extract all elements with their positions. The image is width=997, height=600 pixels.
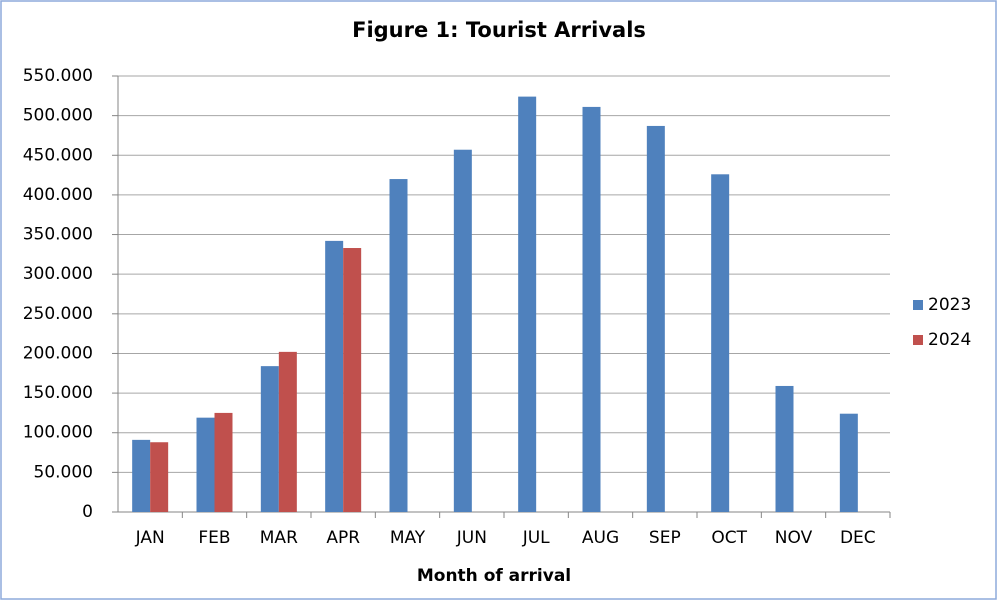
legend-label: 2023 (928, 295, 971, 315)
x-tick-label: MAY (390, 528, 426, 548)
x-tick-label: DEC (840, 528, 876, 548)
bar (518, 96, 537, 513)
bar (646, 125, 665, 512)
x-tick-label: MAR (260, 528, 298, 548)
x-tick-label: APR (326, 528, 360, 548)
bar (711, 174, 730, 512)
x-axis-label: Month of arrival (417, 566, 571, 586)
x-tick-label: AUG (582, 528, 619, 548)
bar (839, 413, 858, 512)
y-tick-label: 400.000 (23, 185, 93, 205)
bar (453, 149, 472, 512)
x-tick-label: JUL (522, 528, 550, 548)
y-tick-label: 50.000 (34, 462, 93, 482)
y-tick-label: 200.000 (23, 343, 93, 363)
y-tick-label: 250.000 (23, 304, 93, 324)
y-tick-label: 550.000 (23, 66, 93, 86)
y-tick-label: 0 (82, 502, 93, 522)
x-tick-label: JAN (135, 528, 165, 548)
bar (389, 179, 408, 512)
x-tick-label: JUN (456, 528, 487, 548)
x-tick-label: FEB (198, 528, 230, 548)
bar (150, 442, 169, 512)
bar (343, 248, 362, 512)
bar (775, 385, 794, 512)
bar (582, 106, 601, 512)
y-tick-label: 300.000 (23, 264, 93, 284)
bar (132, 439, 151, 512)
x-tick-label: SEP (649, 528, 681, 548)
bar (196, 417, 215, 512)
x-tick-label: OCT (711, 528, 747, 548)
bar (325, 240, 344, 512)
y-tick-label: 100.000 (23, 423, 93, 443)
legend-swatch (913, 300, 923, 310)
y-tick-label: 350.000 (23, 225, 93, 245)
y-tick-label: 450.000 (23, 145, 93, 165)
bar (278, 351, 297, 512)
y-tick-label: 500.000 (23, 106, 93, 126)
bar (260, 366, 279, 512)
legend-swatch (913, 335, 923, 345)
chart-title: Figure 1: Tourist Arrivals (352, 18, 646, 42)
legend-label: 2024 (928, 330, 971, 350)
x-tick-label: NOV (775, 528, 813, 548)
y-tick-label: 150.000 (23, 383, 93, 403)
bar (214, 412, 233, 512)
